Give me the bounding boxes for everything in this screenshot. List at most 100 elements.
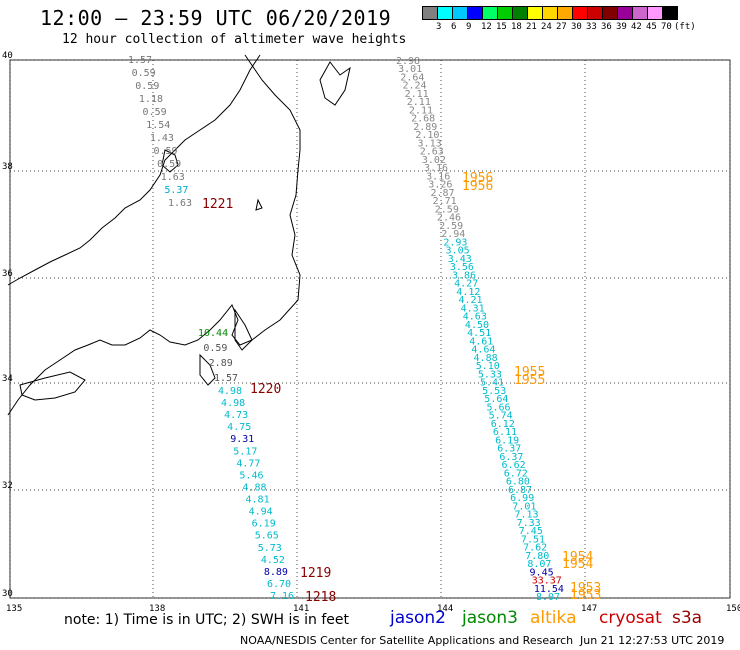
swh-value-east: 3.01: [398, 64, 422, 75]
swh-value-south: 5.46: [239, 470, 263, 481]
time-label: 1954: [562, 550, 593, 565]
swh-value-east: 2.59: [435, 204, 459, 215]
swh-value-east: 2.98: [396, 56, 420, 67]
swh-value-south: 6.19: [252, 519, 276, 530]
legend-s3a: s3a: [672, 608, 703, 628]
swh-value-east: 4.61: [469, 336, 493, 347]
swh-value-east: 8.07: [536, 592, 560, 603]
swh-value-east: 5.41: [480, 378, 504, 389]
swh-value-south: 4.98: [221, 398, 245, 409]
swh-value-east: 2.10: [415, 130, 439, 141]
swh-value-east: 2.87: [430, 188, 454, 199]
coastline-sea-of-japan: [7, 54, 261, 286]
swh-value-north: 1.18: [139, 94, 163, 105]
footer-date: Jun 21 12:27:53 UTC 2019: [580, 634, 725, 647]
time-label: 1954: [562, 557, 593, 572]
swh-value-mid: 0.59: [203, 343, 227, 354]
page-title: 12:00 – 23:59 UTC 06/20/2019: [40, 6, 392, 30]
time-label: 1218: [305, 590, 336, 605]
swh-value-east: 2.46: [437, 213, 461, 224]
swh-value-south: 7.16: [270, 591, 294, 602]
swh-value-east: 2.59: [439, 221, 463, 232]
swh-value-south: 9.31: [230, 434, 254, 445]
swh-value-east: 5.53: [482, 386, 506, 397]
swh-value-east: 6.62: [502, 460, 526, 471]
swh-value-east: 6.80: [506, 477, 530, 488]
scale-label: 21: [526, 22, 537, 32]
swh-value-east: 6.11: [493, 427, 517, 438]
swh-value-north: 5.37: [164, 185, 188, 196]
time-label: 1955: [514, 365, 545, 380]
swh-value-east: 3.86: [452, 270, 476, 281]
lat-lon-grid: 135 138 141 144 147 150 30 32 34 36 38 40: [2, 51, 740, 614]
scale-label: 27: [556, 22, 567, 32]
swh-value-south: 4.52: [261, 555, 285, 566]
swh-value-east: 9.45: [530, 567, 554, 578]
scale-label: 18: [511, 22, 522, 32]
swh-value-north: 1.54: [146, 120, 170, 131]
swh-value-east: 3.43: [448, 254, 472, 265]
swh-value-east: 3.05: [446, 246, 470, 257]
swh-value-east: 2.89: [413, 122, 437, 133]
swh-value-north: 0.59: [153, 146, 177, 157]
swh-value-east: 7.80: [525, 551, 549, 562]
swh-value-north: 0.59: [135, 81, 159, 92]
footer-credit: NOAA/NESDIS Center for Satellite Applica…: [240, 634, 574, 647]
scale-label: 9: [466, 22, 472, 32]
coastline-hokkaido-tip: [319, 61, 351, 106]
swh-value-east: 3.26: [428, 180, 452, 191]
swh-value-east: 5.74: [489, 411, 513, 422]
swh-value-east: 7.62: [523, 543, 547, 554]
time-label: 1953: [570, 588, 601, 603]
scale-label: 39: [616, 22, 627, 32]
legend-altika: altika: [530, 608, 577, 628]
scale-label: 45: [646, 22, 657, 32]
lon-tick-label: 150: [726, 604, 740, 614]
lat-tick-label: 34: [2, 374, 13, 384]
swh-value-east: 6.19: [495, 435, 519, 446]
legend-jason2: jason2: [390, 608, 446, 628]
swh-value-east: 2.11: [407, 97, 431, 108]
swh-value-east: 3.02: [422, 155, 446, 166]
time-label: 1219: [300, 566, 331, 581]
coastline: [7, 54, 351, 416]
swh-value-north: 0.59: [132, 68, 156, 79]
lon-tick-label: 138: [149, 604, 165, 614]
scale-label: (ft): [674, 22, 696, 32]
time-label: 1955: [514, 373, 545, 388]
swh-value-south: 4.73: [224, 410, 248, 421]
swh-value-south: 6.70: [267, 579, 291, 590]
swh-value-east: 5.10: [476, 361, 500, 372]
swh-value-south: 4.98: [218, 386, 242, 397]
swh-value-north: 1.57: [128, 55, 152, 66]
swh-value-east: 4.27: [454, 279, 478, 290]
swh-value-east: 4.51: [467, 328, 491, 339]
swh-value-south: 8.89: [264, 567, 288, 578]
swh-value-mid: 10.44: [198, 328, 228, 339]
scale-label: 3: [436, 22, 442, 32]
scale-label: 70: [661, 22, 672, 32]
swh-value-east: 8.07: [527, 559, 551, 570]
swh-value-east: 2.11: [409, 105, 433, 116]
swh-value-east: 4.12: [456, 287, 480, 298]
swh-value-south: 4.81: [246, 495, 270, 506]
swh-value-east: 2.71: [433, 196, 457, 207]
legend-cryosat: cryosat: [599, 608, 662, 628]
swh-value-east: 6.12: [491, 419, 515, 430]
swh-value-east: 7.01: [512, 501, 536, 512]
coastline-peninsula-2: [234, 308, 253, 351]
lon-tick-label: 135: [6, 604, 22, 614]
lon-tick-label: 141: [293, 604, 309, 614]
swh-value-east: 4.31: [461, 303, 485, 314]
swh-value-east: 4.50: [465, 320, 489, 331]
lon-tick-label: 144: [437, 604, 453, 614]
swh-value-mid: 1.57: [214, 373, 238, 384]
swh-value-east: 7.13: [514, 510, 538, 521]
swh-value-east: 5.33: [478, 369, 502, 380]
lat-tick-label: 38: [2, 162, 13, 172]
scale-label: 30: [571, 22, 582, 32]
swh-value-south: 4.75: [227, 422, 251, 433]
swh-value-south: 5.17: [233, 446, 257, 457]
